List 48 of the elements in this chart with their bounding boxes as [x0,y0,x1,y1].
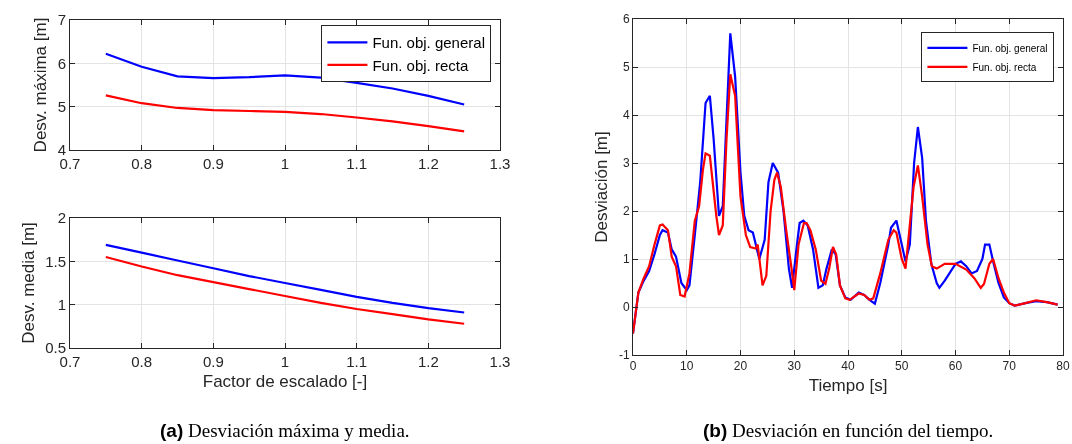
x-tick-label: 30 [787,359,802,374]
x-tick-label: 1.1 [346,353,368,370]
x-tick-label: 20 [733,359,748,374]
x-tick-label: 1 [280,353,290,370]
text: (a) Desviación máxima y media. [160,420,410,441]
x-tick-label: 50 [895,359,909,374]
y-axis-title: Desv. media [m] [18,222,38,344]
y-tick-label: 1.5 [45,252,66,270]
y-tick-label: 0 [622,300,630,315]
y-tick-label: 6 [57,54,66,72]
y-tick-label: 1 [57,295,66,313]
x-tick-label: 0.9 [202,155,224,172]
legend-label: Fun. obj. general [972,42,1048,54]
y-tick-label: 4 [622,108,630,123]
y-axis-title: Desviación [m] [592,131,612,243]
x-tick-label: 1.2 [417,155,439,172]
x-tick-label: 60 [948,359,963,374]
y-tick-label: 1 [622,252,630,267]
y-tick-label: 2 [622,204,630,219]
x-axis-title: Tiempo [s] [808,375,888,395]
x-tick-label: 70 [1002,359,1017,374]
y-tick-label: 6 [622,12,630,27]
x-tick-label: 0.8 [131,353,153,370]
x-axis-title: Factor de escalado [-] [202,372,368,392]
y-tick-label: 5 [622,60,630,75]
line-series [104,94,466,133]
y-tick-label: 2 [57,209,66,227]
x-tick-label: 1 [280,155,290,172]
x-tick-label: 1.3 [489,155,511,172]
legend-label: Fun. obj. recta [372,56,469,74]
y-tick-label: 5 [57,97,66,115]
x-tick-label: 1.1 [346,155,368,172]
y-axis-title: Desv. máxima [m] [31,17,51,153]
text: (b) Desviación en función del tiempo. [703,420,994,441]
y-tick-label: 3 [622,156,630,171]
x-tick-label: 1.2 [417,353,439,370]
line-series [104,255,466,325]
y-tick-label: 7 [57,11,66,29]
line-series [104,243,466,314]
y-tick-label: -1 [618,348,630,363]
x-tick-label: 40 [841,359,855,374]
x-tick-label: 80 [1056,359,1070,374]
legend-label: Fun. obj. general [372,34,485,52]
x-tick-label: 10 [680,359,694,374]
x-tick-label: 0.9 [202,353,224,370]
x-tick-label: 1.3 [489,353,511,370]
legend-label: Fun. obj. recta [972,61,1037,73]
x-tick-label: 0.8 [131,155,153,172]
